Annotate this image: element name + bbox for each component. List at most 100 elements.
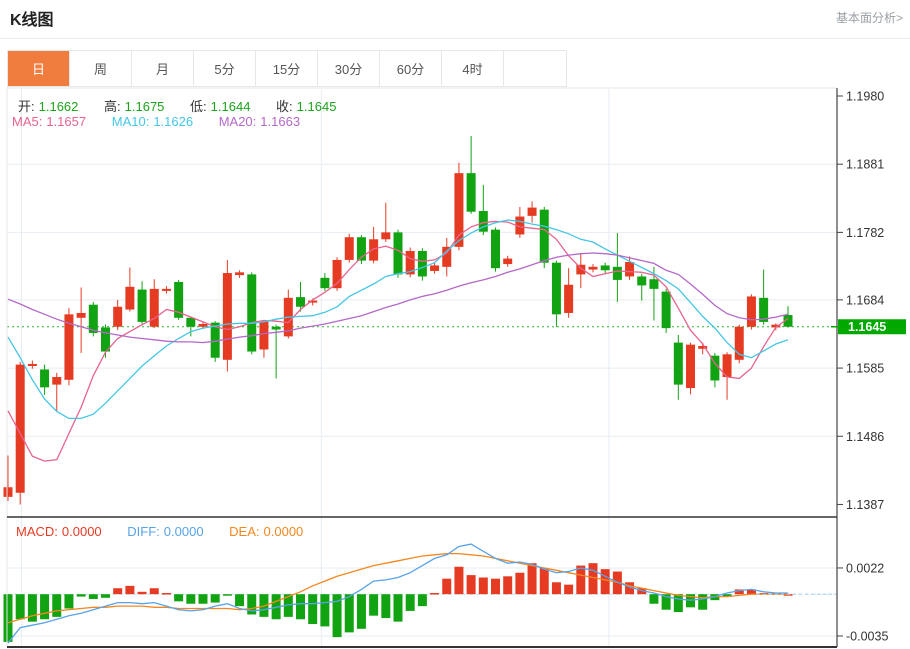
candle-body <box>405 250 415 275</box>
candle-body <box>27 363 37 367</box>
macd-bar <box>161 593 171 595</box>
tab-月[interactable]: 月 <box>132 51 194 86</box>
macd-bar <box>15 594 25 620</box>
dea-value: 0.0000 <box>263 524 304 539</box>
low-value: 1.1644 <box>210 99 251 114</box>
candle-body <box>612 266 622 280</box>
tab-周[interactable]: 周 <box>70 51 132 86</box>
candle-body <box>125 286 135 310</box>
candle-body <box>649 279 659 289</box>
macd-bar <box>527 563 537 595</box>
candle-body <box>149 288 159 327</box>
macd-bar <box>417 594 427 607</box>
candle-body <box>235 272 245 276</box>
candle-body <box>686 344 695 389</box>
price-tick-label: 1.1486 <box>846 430 884 444</box>
price-tick-label: 1.1684 <box>846 293 884 307</box>
tab-60分[interactable]: 60分 <box>380 51 442 86</box>
dea-label: DEA: <box>229 524 260 539</box>
candle-body <box>759 297 769 322</box>
candle-body <box>344 237 354 260</box>
candles <box>3 135 793 505</box>
candle-body <box>15 364 25 493</box>
candle-body <box>40 369 50 388</box>
candle-body <box>673 342 683 385</box>
macd-bar <box>344 594 354 633</box>
macd-bar <box>478 577 488 595</box>
title-divider <box>0 38 910 39</box>
macd-tick-label: -0.0035 <box>846 629 888 643</box>
macd-bar <box>746 589 756 595</box>
candle-body <box>576 264 586 275</box>
low-label: 低: <box>190 99 207 114</box>
macd-bar <box>588 563 598 595</box>
ma10-label: MA10: <box>111 114 150 129</box>
macd-bar <box>64 594 74 609</box>
macd-bar <box>308 594 318 625</box>
high-label: 高: <box>104 99 121 114</box>
close-label: 收: <box>276 99 293 114</box>
candle-body <box>332 259 342 289</box>
macd-bar <box>296 594 305 620</box>
last-price-badge <box>838 319 906 335</box>
ma10-line <box>7 219 789 420</box>
fundamental-analysis-link[interactable]: 基本面分析> <box>835 11 903 25</box>
candle-body <box>515 216 525 235</box>
macd-bar <box>40 594 50 620</box>
macd-bar <box>52 594 62 617</box>
candle-body <box>783 315 793 327</box>
macd-bar <box>198 594 208 604</box>
ma20-line <box>7 252 789 344</box>
macd-value: 0.0000 <box>61 524 102 539</box>
candle-body <box>698 346 708 349</box>
ma-legend: MA5: 1.1657 MA10: 1.1626 MA20: 1.1663 <box>12 114 304 129</box>
diff-label: DIFF: <box>127 524 160 539</box>
macd-bar <box>101 594 110 598</box>
macd-bar <box>539 567 549 595</box>
macd-bar <box>430 593 440 595</box>
candle-body <box>52 377 62 385</box>
macd-bar <box>3 594 13 642</box>
candle-body <box>771 324 781 328</box>
macd-bar <box>503 576 513 595</box>
tab-30分[interactable]: 30分 <box>318 51 380 86</box>
candle-body <box>734 326 744 360</box>
tab-5分[interactable]: 5分 <box>194 51 256 86</box>
open-value: 1.1662 <box>38 99 79 114</box>
candle-body <box>356 237 366 261</box>
candle-body <box>222 273 232 360</box>
close-value: 1.1645 <box>296 99 337 114</box>
macd-bar <box>137 591 147 595</box>
diff-line <box>7 543 788 644</box>
ma5-line <box>7 220 789 462</box>
candle-body <box>393 232 403 275</box>
price-tick-label: 1.1782 <box>846 226 884 240</box>
macd-bar <box>783 594 793 596</box>
candle-body <box>478 211 488 232</box>
page-title: K线图 <box>10 12 54 29</box>
tab-日[interactable]: 日 <box>8 51 70 86</box>
high-value: 1.1675 <box>124 99 165 114</box>
macd-bar <box>356 594 366 629</box>
macd-bar <box>649 594 659 604</box>
macd-bar <box>393 594 403 622</box>
price-axis: 1.1980 1.1881 1.1782 1.1684 1.1585 1.1486 1.13… <box>837 90 888 643</box>
candle-body <box>161 288 171 291</box>
macd-bar <box>88 594 98 599</box>
candle-body <box>88 304 98 333</box>
candle-body <box>503 258 513 265</box>
candle-body <box>320 277 330 289</box>
candle-body <box>417 250 427 277</box>
ma10-value: 1.1626 <box>153 114 194 129</box>
candle-body <box>746 296 756 327</box>
macd-bar <box>734 589 744 595</box>
macd-bar <box>576 565 586 595</box>
candle-body <box>3 487 13 497</box>
tab-4时[interactable]: 4时 <box>442 51 504 86</box>
macd-bar <box>222 594 232 596</box>
macd-bar <box>661 594 671 610</box>
candle-body <box>137 289 147 322</box>
tab-15分[interactable]: 15分 <box>256 51 318 86</box>
candle-body <box>625 262 635 277</box>
